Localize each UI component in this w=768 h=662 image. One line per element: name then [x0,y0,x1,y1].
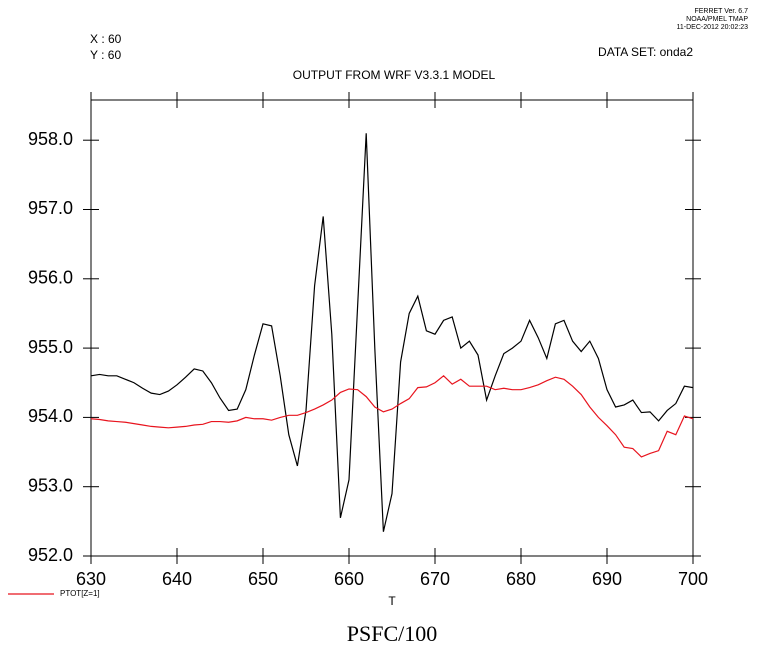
x-tick-label: 630 [76,569,106,589]
legend-label: PTOT[Z=1] [60,589,100,598]
chart-title: OUTPUT FROM WRF V3.3.1 MODEL [293,68,496,82]
y-tick-label: 955.0 [28,337,73,357]
y-tick-label: 952.0 [28,545,73,565]
y-tick-label: 953.0 [28,475,73,495]
y-tick-label: 956.0 [28,268,73,288]
x-axis-label: T [388,594,396,608]
series-line [90,375,694,458]
x-tick-label: 690 [592,569,622,589]
series-line [90,133,694,532]
x-tick-label: 680 [506,569,536,589]
x-tick-label: 640 [162,569,192,589]
y-tick-label: 958.0 [28,129,73,149]
dataset-label: DATA SET: onda2 [598,45,693,59]
header-line: NOAA/PMEL TMAP [686,16,748,23]
plot-frame [90,99,694,557]
x-tick-label: 670 [420,569,450,589]
position-line: X : 60 [90,32,122,46]
position-line: Y : 60 [90,48,121,62]
header-line: 11-DEC-2012 20:02:23 [677,24,749,31]
y-tick-label: 954.0 [28,406,73,426]
x-tick-label: 650 [248,569,278,589]
x-tick-label: 660 [334,569,364,589]
x-tick-label: 700 [678,569,708,589]
y-tick-label: 957.0 [28,198,73,218]
header-line: FERRET Ver. 6.7 [694,8,748,15]
variable-label: PSFC/100 [347,621,438,646]
